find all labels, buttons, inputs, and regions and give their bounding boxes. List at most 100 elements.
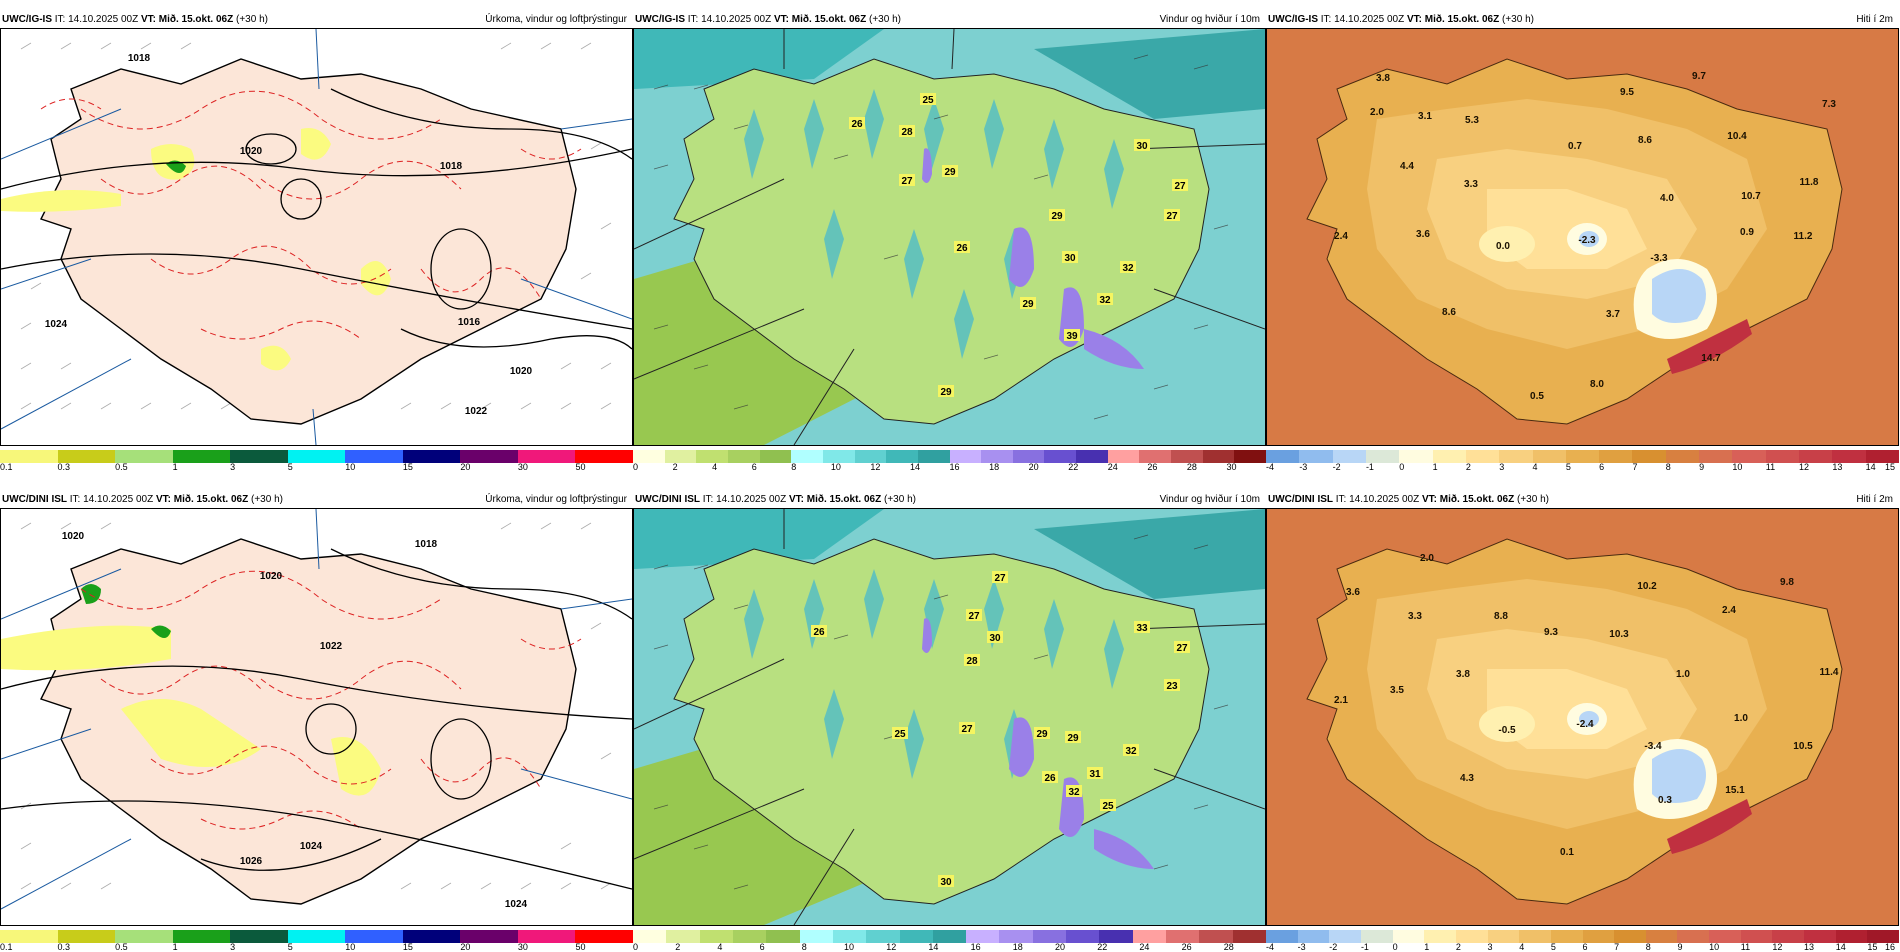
colorbar-swatch: [999, 930, 1034, 943]
colorbar-tick-label: 20: [460, 942, 471, 952]
colorbar-tick-label: 8: [791, 462, 797, 472]
colorbar-swatch: [1519, 930, 1552, 943]
colorbar-swatch: [1232, 930, 1267, 943]
temp-label: -2.4: [1576, 719, 1594, 730]
colorbar-swatch: [866, 930, 901, 943]
colorbar-tick-label: 2: [1465, 462, 1471, 472]
svg-text:26: 26: [813, 627, 825, 638]
init-time: IT: 14.10.2025 00Z: [1335, 494, 1420, 505]
colorbar-swatch: [1202, 450, 1235, 463]
temp-label: 10.5: [1793, 741, 1813, 752]
colorbar-swatch: [1199, 930, 1234, 943]
colorbar-swatch: [115, 930, 174, 943]
colorbar-tick-label: 10: [844, 942, 855, 952]
colorbar-tick-label: 0: [1399, 462, 1405, 472]
svg-text:33: 33: [1136, 623, 1148, 634]
temp-label: 3.6: [1346, 587, 1360, 598]
colorbar-tick-label: 18: [989, 462, 1000, 472]
temp-label: 2.0: [1370, 107, 1384, 118]
colorbar-tick-label: -4: [1266, 462, 1275, 472]
colorbar-swatch: [517, 930, 576, 943]
colorbar-tick-label: 6: [759, 942, 765, 952]
colorbar-temp: -4 -3 -2 -1 0 1 2 3 4 5 6 7 8 9 10 11 12 13 14 15 16: [1266, 930, 1900, 952]
colorbar-swatch: [1740, 930, 1773, 943]
gust-label: 27: [1172, 179, 1188, 192]
map-wind: 27 26 27 30 28 33 27 23 25 27 29 29 32 3…: [633, 508, 1266, 926]
temp-label: 11.8: [1800, 177, 1819, 188]
svg-text:23: 23: [1166, 681, 1178, 692]
colorbar-swatch: [666, 930, 701, 943]
model-name: UWC/IG-IS: [635, 14, 685, 25]
isobar-label: 1018: [128, 53, 151, 64]
map-precip: 1024 1020 1018 1016 1020 1022 1018: [0, 28, 633, 446]
valid-label: VT:: [155, 494, 171, 505]
colorbar-tick-label: -2: [1329, 942, 1338, 952]
colorbar-swatch: [1332, 450, 1367, 463]
colorbar-tick-label: 1: [172, 462, 178, 472]
isobar-label: 1022: [465, 406, 488, 417]
gust-label: 29: [938, 385, 954, 398]
isobar-label: 1024: [505, 899, 528, 910]
colorbar-swatch: [917, 450, 950, 463]
lead-time: (+30 h): [251, 494, 283, 505]
colorbar-tick-label: 12: [1772, 942, 1783, 952]
colorbar-tick-label: 0: [633, 942, 639, 952]
colorbar-swatch: [575, 450, 634, 463]
colorbar-tick-label: 0.5: [115, 942, 128, 952]
svg-text:27: 27: [994, 573, 1006, 584]
gust-label: 32: [1123, 744, 1139, 757]
colorbar-tick-label: 50: [575, 462, 586, 472]
svg-text:27: 27: [1166, 211, 1178, 222]
svg-text:32: 32: [1099, 295, 1111, 306]
isobar-label: 1026: [240, 856, 263, 867]
colorbar-swatch: [1139, 450, 1172, 463]
svg-text:30: 30: [1064, 253, 1076, 264]
gust-label: 32: [1120, 261, 1136, 274]
temp-label: 3.3: [1464, 179, 1478, 190]
temp-label: 10.3: [1609, 629, 1629, 640]
panel-title: Úrkoma, vindur og loftþrýstingur: [485, 494, 627, 505]
temp-label: 2.0: [1420, 553, 1434, 564]
gust-label: 25: [920, 93, 936, 106]
colorbar-swatch: [1614, 930, 1647, 943]
isobar-label: 1018: [440, 161, 463, 172]
colorbar-swatch: [287, 930, 346, 943]
temp-label: -3.4: [1644, 741, 1662, 752]
colorbar-tick-label: 5: [287, 942, 293, 952]
colorbar-swatch: [345, 930, 404, 943]
gust-label: 29: [1065, 731, 1081, 744]
colorbar-swatch: [115, 450, 174, 463]
colorbar-swatch: [949, 450, 982, 463]
init-time: IT: 14.10.2025 00Z: [69, 494, 154, 505]
colorbar-tick-label: 10: [345, 942, 356, 952]
colorbar-swatch: [1772, 930, 1805, 943]
svg-text:32: 32: [1122, 263, 1134, 274]
panel-title: Vindur og hviður í 10m: [1159, 494, 1260, 505]
colorbar-swatch: [1632, 450, 1667, 463]
colorbar-tick-label: 50: [575, 942, 586, 952]
gust-label: 30: [938, 875, 954, 888]
colorbar-tick-label: 15: [402, 942, 413, 952]
svg-text:27: 27: [1176, 643, 1188, 654]
temp-label: 1.0: [1676, 669, 1690, 680]
panel-dini-wind: UWC/DINI ISL IT: 14.10.2025 00Z VT: Mið.…: [633, 492, 1267, 952]
colorbar-tick-label: 2: [1455, 942, 1461, 952]
colorbar-swatch: [1455, 930, 1489, 943]
panel-igis-wind: UWC/IG-IS IT: 14.10.2025 00Z VT: Mið. 15…: [633, 12, 1267, 472]
colorbar-tick-label: 20: [460, 462, 471, 472]
map-temp: 2.0 3.6 3.3 10.2 9.8 8.8 9.3 10.3 2.4 3.…: [1266, 508, 1899, 926]
colorbar-swatch: [1012, 450, 1045, 463]
svg-text:32: 32: [1068, 787, 1080, 798]
svg-text:27: 27: [901, 176, 913, 187]
colorbar-swatch: [1360, 930, 1394, 943]
panel-dini-temp: UWC/DINI ISL IT: 14.10.2025 00Z VT: Mið.…: [1266, 492, 1900, 952]
temp-label: 8.6: [1442, 307, 1456, 318]
colorbar-swatch: [0, 930, 59, 943]
colorbar-tick-label: 3: [230, 942, 236, 952]
colorbar-swatch: [727, 450, 761, 463]
temp-label: 2.4: [1334, 231, 1348, 242]
init-time: IT: 14.10.2025 00Z: [687, 14, 772, 25]
gust-label: 39: [1064, 329, 1080, 342]
svg-text:28: 28: [901, 127, 913, 138]
temp-label: 4.4: [1400, 161, 1414, 172]
